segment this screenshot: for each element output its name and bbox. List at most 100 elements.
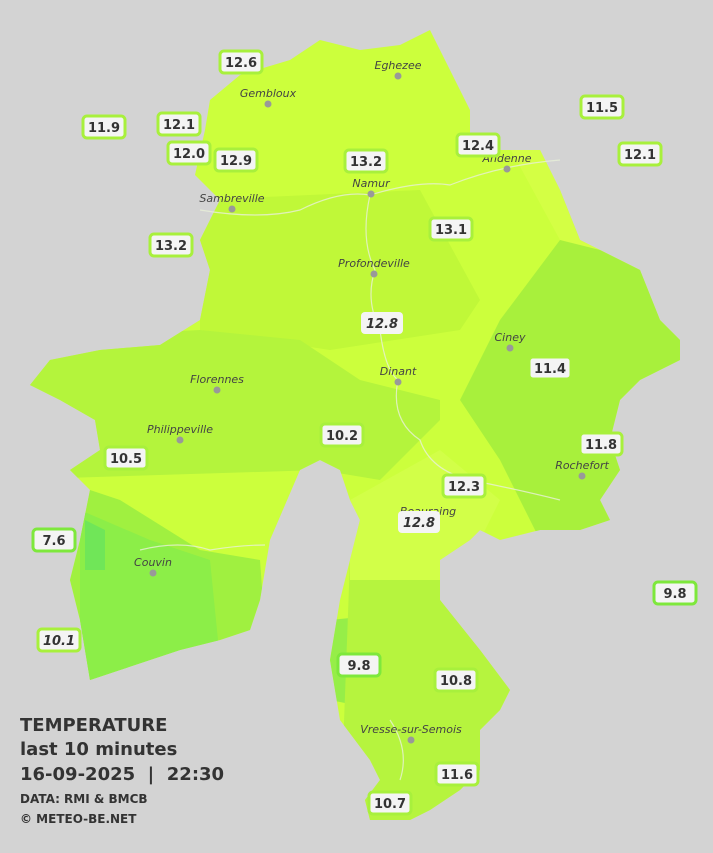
city-dot	[213, 386, 221, 394]
station-box	[213, 147, 259, 173]
city: Eghezee	[375, 59, 422, 80]
station-temp: 10.8	[440, 674, 472, 689]
station-box	[81, 114, 127, 140]
station: 7.6	[31, 527, 77, 553]
station: 12.8	[398, 511, 440, 533]
station: 13.2	[343, 148, 389, 174]
station-box	[319, 422, 365, 448]
city-dot	[367, 190, 375, 198]
city-dot	[578, 472, 586, 480]
station-temp: 12.4	[462, 139, 494, 154]
station: 10.2	[319, 422, 365, 448]
station: 10.8	[433, 667, 479, 693]
city: Gembloux	[240, 87, 297, 108]
city-label: Eghezee	[375, 59, 422, 72]
legend-source: DATA: RMI & BMCB	[20, 792, 148, 806]
station: 11.5	[579, 94, 625, 120]
station-temp: 12.8	[403, 516, 435, 531]
station: 12.0	[166, 140, 212, 166]
station: 11.9	[81, 114, 127, 140]
legend-title: TEMPERATURE	[20, 715, 167, 736]
station-temp: 13.2	[350, 155, 382, 170]
city-label: Couvin	[134, 556, 172, 569]
station: 12.9	[213, 147, 259, 173]
station: 10.1	[36, 627, 82, 653]
station-temp: 7.6	[42, 534, 65, 549]
city-dot	[394, 72, 402, 80]
city-dot	[370, 270, 378, 278]
city-label: Vresse-sur-Semois	[360, 723, 462, 736]
city: Profondeville	[338, 257, 410, 278]
station-temp: 12.6	[225, 56, 257, 71]
station: 10.5	[103, 445, 149, 471]
station-temp: 11.4	[534, 362, 566, 377]
city: Dinant	[380, 365, 417, 386]
city: Ciney	[495, 331, 526, 352]
station-box	[36, 627, 82, 653]
station-box	[343, 148, 389, 174]
city: Couvin	[134, 556, 172, 577]
legend: TEMPERATURE last 10 minutes 16-09-2025 |…	[20, 715, 224, 826]
station-temp: 11.6	[441, 768, 473, 783]
city-dot	[228, 205, 236, 213]
station-box	[156, 111, 202, 137]
city-dot	[407, 736, 415, 744]
station-box	[218, 49, 264, 75]
station-temp: 10.7	[374, 797, 406, 812]
station: 12.1	[156, 111, 202, 137]
city: Florennes	[190, 373, 244, 394]
station-box	[367, 790, 413, 816]
station-box	[398, 511, 440, 533]
station: 11.8	[578, 431, 624, 457]
station-temp: 10.1	[43, 634, 75, 649]
station-box	[103, 445, 149, 471]
city-label: Sambreville	[199, 192, 264, 205]
station: 12.3	[441, 473, 487, 499]
city-label: Gembloux	[240, 87, 297, 100]
station-box	[527, 355, 573, 381]
city-label: Philippeville	[147, 423, 213, 436]
city-label: Namur	[352, 177, 391, 190]
city-label: Ciney	[495, 331, 526, 344]
station: 13.2	[148, 232, 194, 258]
city-dot	[149, 569, 157, 577]
city-label: Dinant	[380, 365, 417, 378]
city-label: Rochefort	[555, 459, 609, 472]
station-box	[361, 312, 403, 334]
city-dot	[264, 100, 272, 108]
city-dot	[503, 165, 511, 173]
city-label: Profondeville	[338, 257, 410, 270]
station-box	[455, 132, 501, 158]
station-box	[433, 667, 479, 693]
station: 13.1	[428, 216, 474, 242]
station: 12.6	[218, 49, 264, 75]
station: 10.7	[367, 790, 413, 816]
city-dot	[176, 436, 184, 444]
station-temp: 13.2	[155, 239, 187, 254]
station: 12.8	[361, 312, 403, 334]
station-box	[428, 216, 474, 242]
station: 11.6	[434, 761, 480, 787]
city: Vresse-sur-Semois	[360, 723, 462, 744]
station-temp: 9.8	[347, 659, 370, 674]
station-temp: 12.1	[163, 118, 195, 133]
station-temp: 13.1	[435, 223, 467, 238]
station-box	[579, 94, 625, 120]
legend-credit: © METEO-BE.NET	[20, 812, 137, 826]
station-temp: 11.8	[585, 438, 617, 453]
station-temp: 11.5	[586, 101, 618, 116]
city: Philippeville	[147, 423, 213, 444]
station-box	[441, 473, 487, 499]
station-temp: 10.2	[326, 429, 358, 444]
station-box	[434, 761, 480, 787]
station: 12.1	[617, 141, 663, 167]
station-temp: 12.9	[220, 154, 252, 169]
station: 12.4	[455, 132, 501, 158]
station: 9.8	[336, 652, 382, 678]
city: Rochefort	[555, 459, 609, 480]
station: 9.8	[652, 580, 698, 606]
station-box	[652, 580, 698, 606]
city-label: Florennes	[190, 373, 244, 386]
